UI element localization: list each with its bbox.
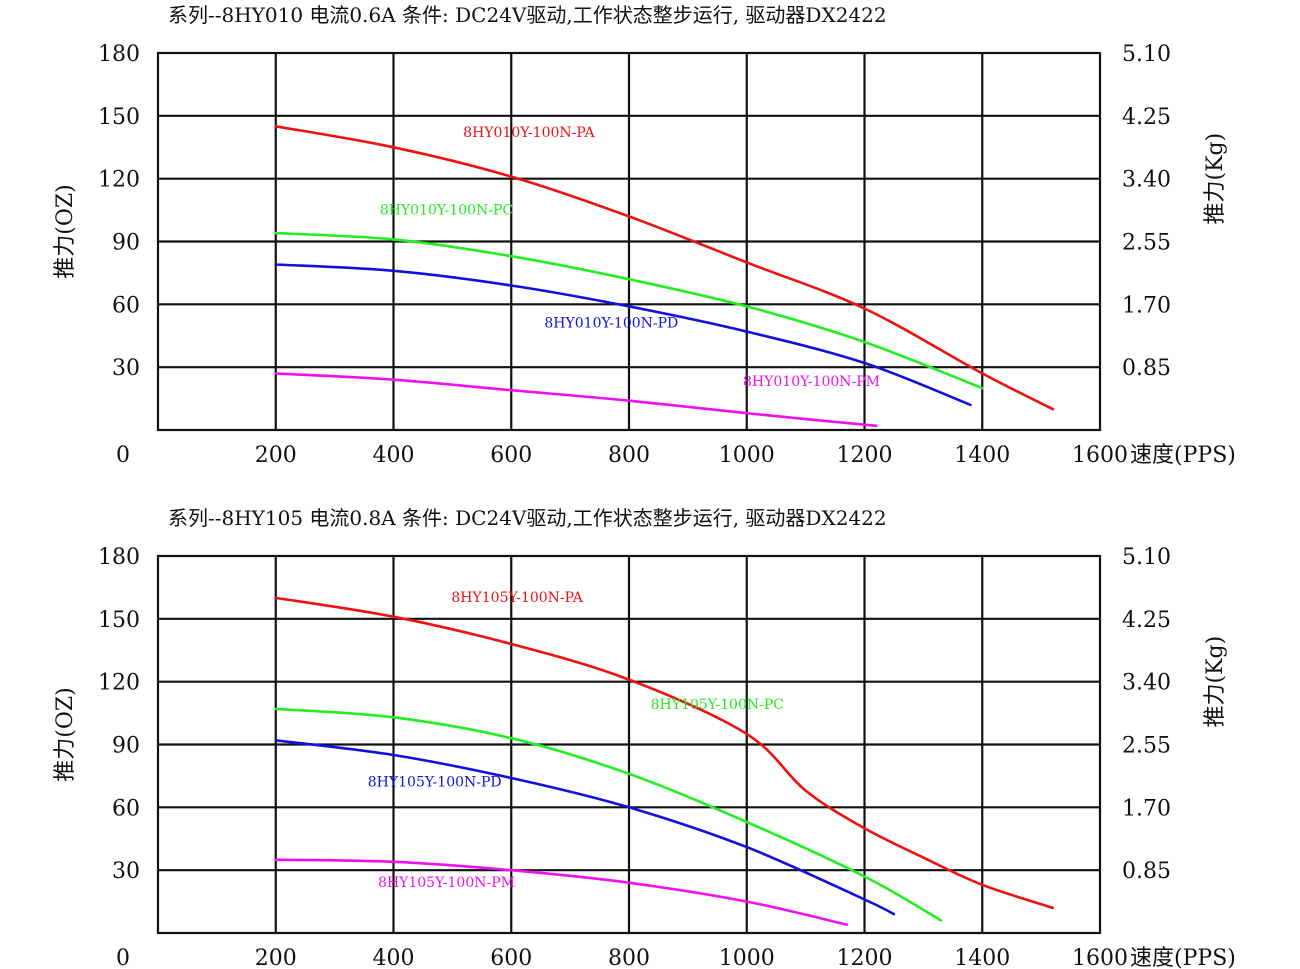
x-tick-label: 200: [255, 443, 297, 468]
series-line-8HY105Y-100N-PA: [274, 596, 1055, 910]
series-label: 8HY010Y-100N-PC: [380, 202, 513, 218]
series-label: 8HY105Y-100N-PM: [378, 875, 515, 891]
x-tick-label: 1200: [837, 946, 893, 969]
x-axis-label: 速度(PPS): [1130, 946, 1236, 969]
x-tick-label: 0: [116, 946, 130, 969]
y-tick-label: 150: [98, 105, 140, 130]
x-tick-label: 1400: [954, 946, 1010, 969]
series-label: 8HY010Y-100N-PD: [544, 315, 678, 331]
x-tick-label: 1600: [1072, 443, 1128, 468]
x-tick-label: 200: [255, 946, 297, 969]
series-line-8HY105Y-100N-PC: [274, 707, 943, 922]
y-tick-label: 180: [98, 42, 140, 67]
x-tick-label: 1200: [837, 443, 893, 468]
series-label: 8HY105Y-100N-PC: [651, 697, 784, 713]
y-tick-label: 60: [112, 293, 140, 318]
y-axis-label: 推力(OZ): [53, 184, 78, 279]
series-line-8HY105Y-100N-PM: [274, 858, 849, 926]
x-tick-label: 400: [373, 946, 415, 969]
x-tick-label: 600: [490, 946, 532, 969]
x-tick-label: 800: [608, 443, 650, 468]
series-label: 8HY105Y-100N-PA: [451, 590, 583, 606]
y-axis-label: 推力(OZ): [53, 687, 78, 782]
y-tick-label: 60: [112, 796, 140, 821]
x-axis-label: 速度(PPS): [1130, 443, 1236, 468]
y-right-tick-label: 0.85: [1122, 859, 1171, 884]
x-tick-label: 400: [373, 443, 415, 468]
y-right-axis-label: 推力(Kg): [1203, 636, 1228, 728]
y-right-tick-label: 2.55: [1122, 231, 1171, 256]
x-tick-label: 1600: [1072, 946, 1128, 969]
y-tick-label: 150: [98, 608, 140, 633]
y-tick-label: 30: [112, 356, 140, 381]
x-tick-label: 800: [608, 946, 650, 969]
x-tick-label: 1000: [719, 443, 775, 468]
y-right-tick-label: 3.40: [1122, 168, 1171, 193]
chart-title: 系列--8HY010 电流0.6A 条件: DC24V驱动,工作状态整步运行, …: [168, 3, 887, 27]
y-tick-label: 30: [112, 859, 140, 884]
y-right-tick-label: 0.85: [1122, 356, 1171, 381]
x-tick-label: 1400: [954, 443, 1010, 468]
y-right-tick-label: 1.70: [1122, 796, 1171, 821]
series-label: 8HY105Y-100N-PD: [368, 774, 502, 790]
chart-panel-1: 系列--8HY010 电流0.6A 条件: DC24V驱动,工作状态整步运行, …: [53, 3, 1236, 468]
plot-frame: [156, 51, 1102, 432]
y-right-tick-label: 2.55: [1122, 734, 1171, 759]
y-right-axis-label: 推力(Kg): [1203, 133, 1228, 225]
y-right-tick-label: 4.25: [1122, 608, 1171, 633]
y-right-tick-label: 3.40: [1122, 671, 1171, 696]
y-tick-label: 90: [112, 231, 140, 256]
y-right-tick-label: 4.25: [1122, 105, 1171, 130]
series-line-8HY105Y-100N-PD: [274, 739, 896, 916]
chart-title: 系列--8HY105 电流0.8A 条件: DC24V驱动,工作状态整步运行, …: [168, 506, 887, 530]
series-label: 8HY010Y-100N-PA: [463, 125, 595, 141]
series-line-8HY010Y-100N-PC: [274, 231, 984, 390]
y-tick-label: 180: [98, 545, 140, 570]
plot-frame: [156, 554, 1102, 935]
series-line-8HY010Y-100N-PD: [274, 263, 972, 407]
y-tick-label: 120: [98, 671, 140, 696]
y-tick-label: 90: [112, 734, 140, 759]
x-tick-label: 0: [116, 443, 130, 468]
y-right-tick-label: 5.10: [1122, 545, 1171, 570]
series-label: 8HY010Y-100N-PM: [743, 374, 880, 390]
x-tick-label: 1000: [719, 946, 775, 969]
chart-panel-2: 系列--8HY105 电流0.8A 条件: DC24V驱动,工作状态整步运行, …: [53, 506, 1236, 969]
y-right-tick-label: 5.10: [1122, 42, 1171, 67]
y-right-tick-label: 1.70: [1122, 293, 1171, 318]
x-tick-label: 600: [490, 443, 532, 468]
y-tick-label: 120: [98, 168, 140, 193]
series-line-8HY010Y-100N-PM: [274, 372, 878, 428]
series-line-8HY010Y-100N-PA: [274, 125, 1055, 411]
